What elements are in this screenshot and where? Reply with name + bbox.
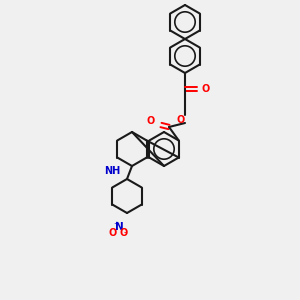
Text: O: O [147, 116, 155, 126]
Text: -: - [124, 229, 127, 238]
Text: O: O [109, 228, 117, 238]
Text: O: O [201, 84, 209, 94]
Text: O: O [120, 228, 128, 238]
Text: +: + [113, 221, 119, 227]
Text: O: O [177, 115, 185, 125]
Text: N: N [115, 222, 123, 232]
Text: NH: NH [104, 167, 120, 176]
